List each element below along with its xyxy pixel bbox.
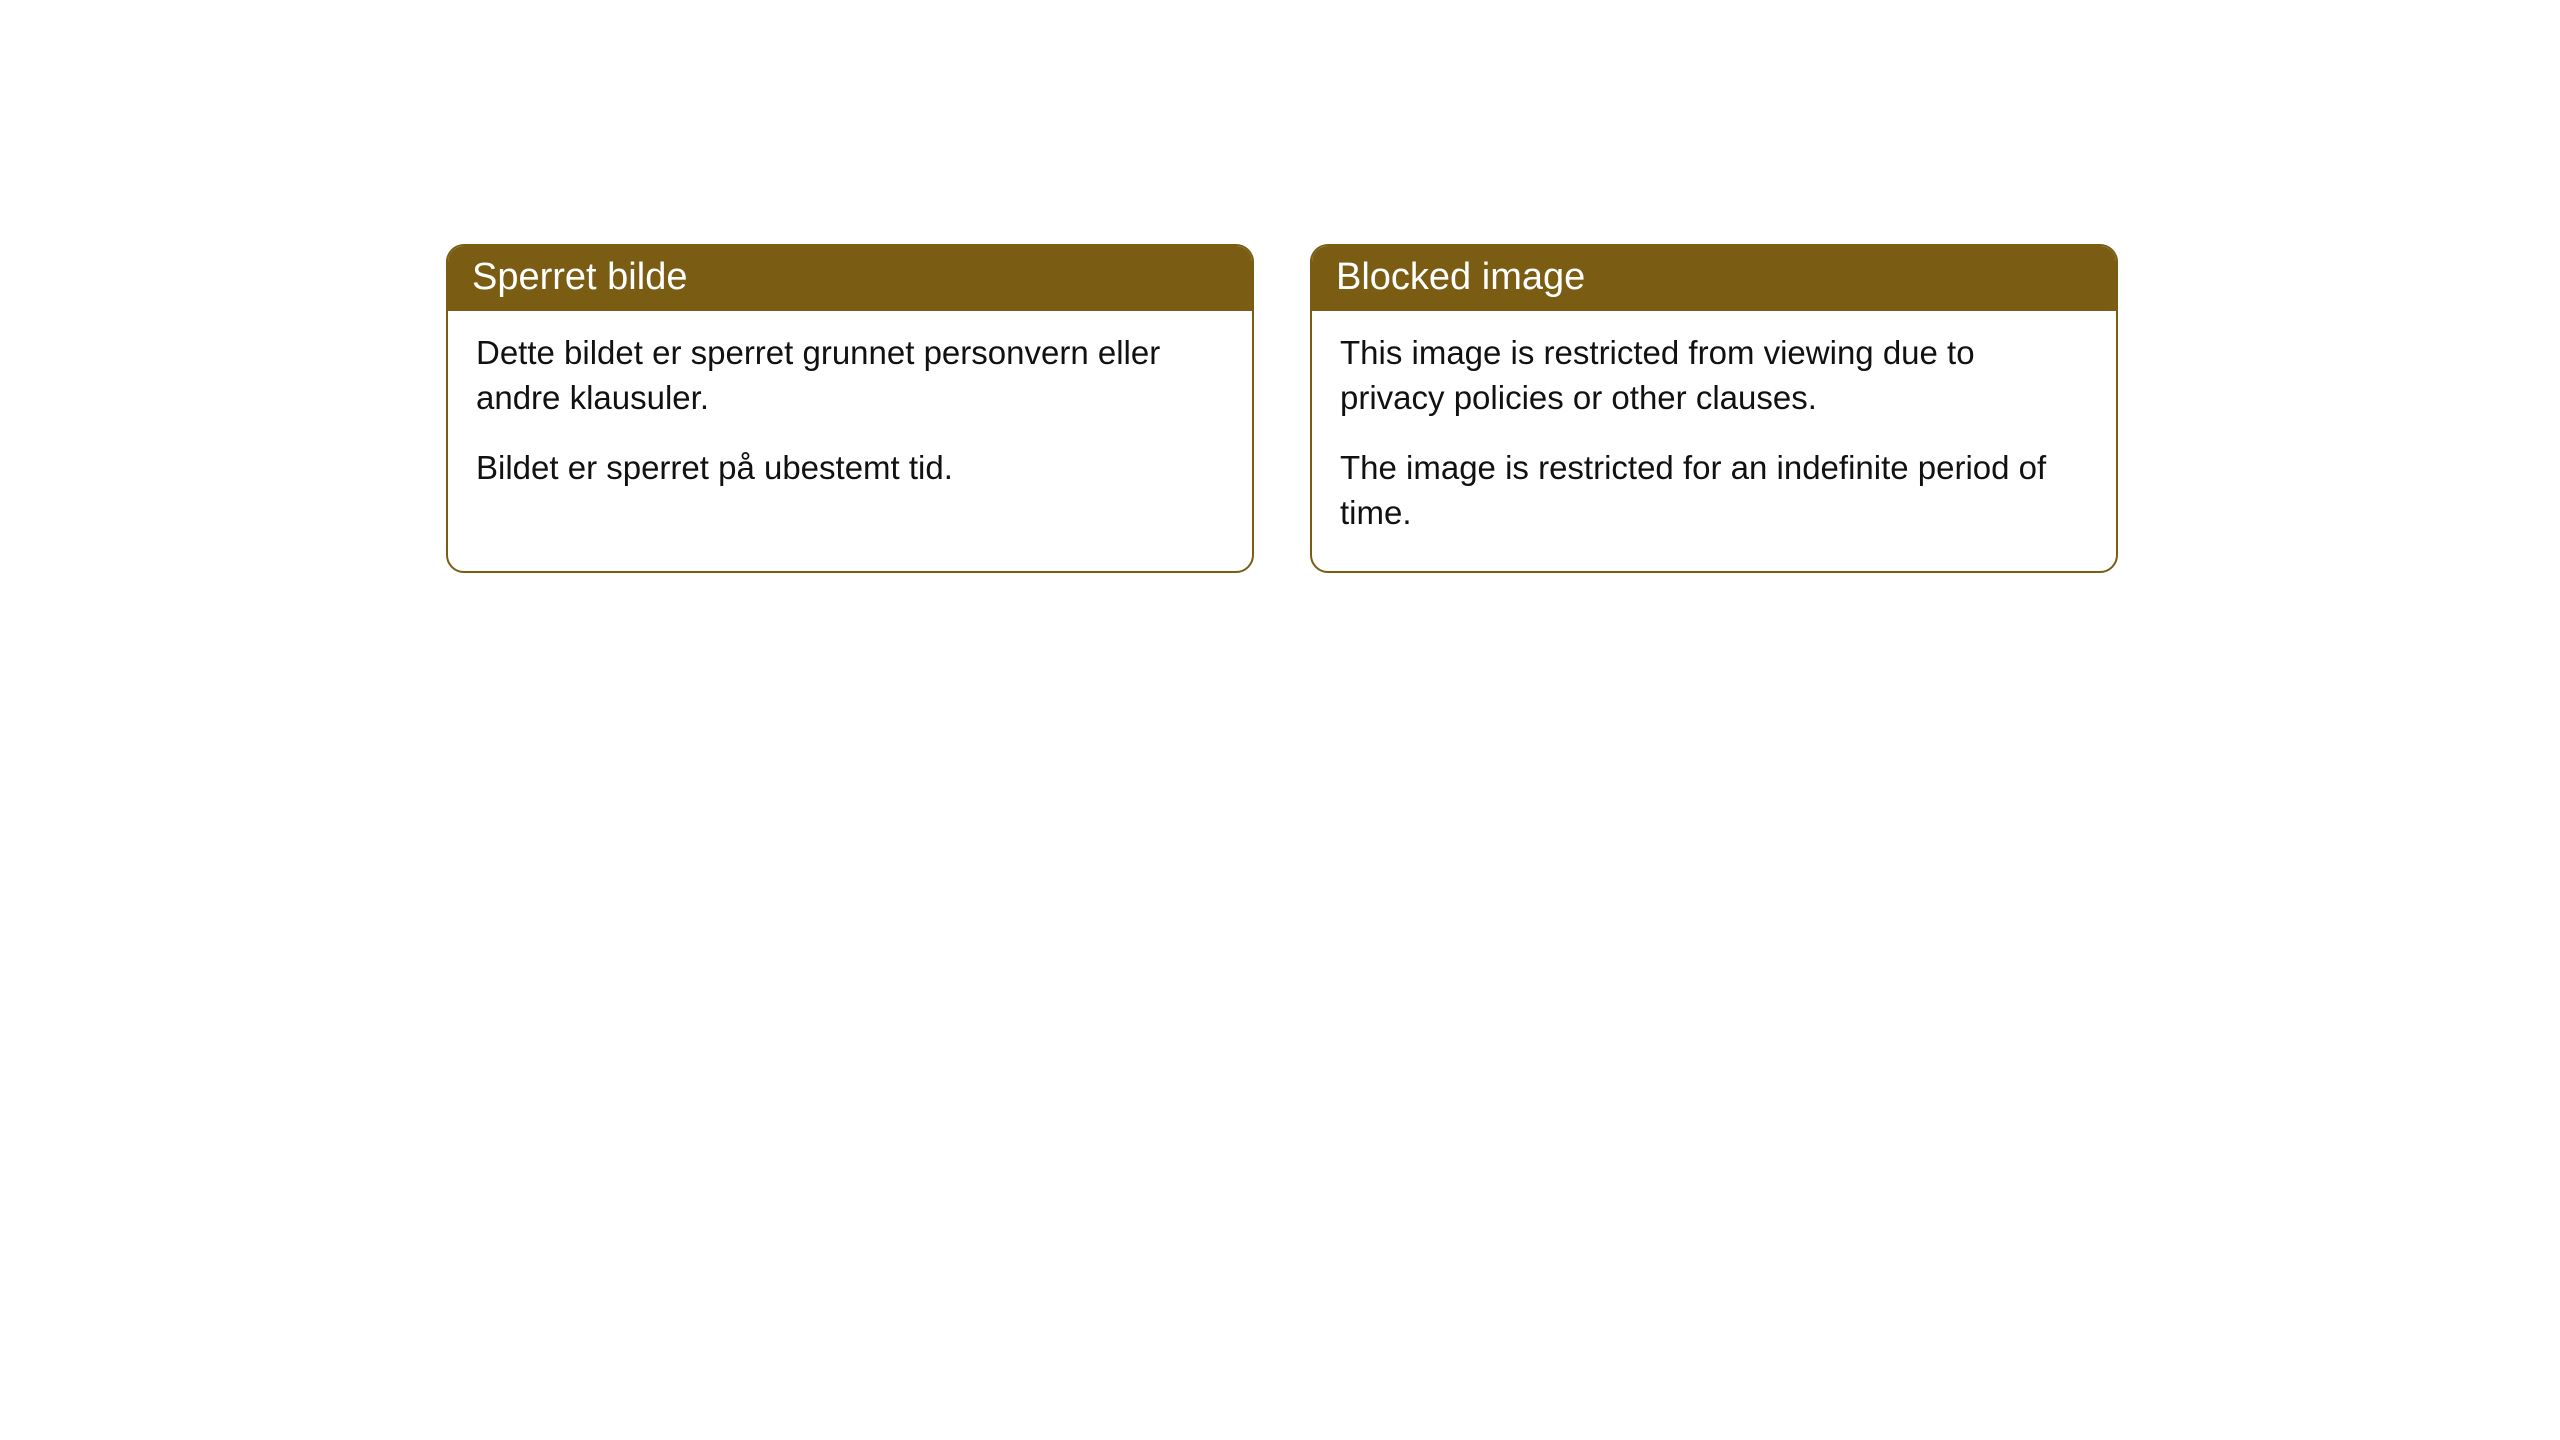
notice-cards-container: Sperret bilde Dette bildet er sperret gr… <box>446 244 2118 573</box>
card-header-norwegian: Sperret bilde <box>448 246 1252 311</box>
card-title-norwegian: Sperret bilde <box>472 256 687 298</box>
card-paragraph-2-norwegian: Bildet er sperret på ubestemt tid. <box>476 446 1224 491</box>
card-body-norwegian: Dette bildet er sperret grunnet personve… <box>448 311 1252 527</box>
blocked-image-card-english: Blocked image This image is restricted f… <box>1310 244 2118 573</box>
card-paragraph-1-english: This image is restricted from viewing du… <box>1340 331 2088 420</box>
blocked-image-card-norwegian: Sperret bilde Dette bildet er sperret gr… <box>446 244 1254 573</box>
card-title-english: Blocked image <box>1336 256 1585 298</box>
card-body-english: This image is restricted from viewing du… <box>1312 311 2116 571</box>
card-paragraph-1-norwegian: Dette bildet er sperret grunnet personve… <box>476 331 1224 420</box>
card-paragraph-2-english: The image is restricted for an indefinit… <box>1340 446 2088 535</box>
card-header-english: Blocked image <box>1312 246 2116 311</box>
